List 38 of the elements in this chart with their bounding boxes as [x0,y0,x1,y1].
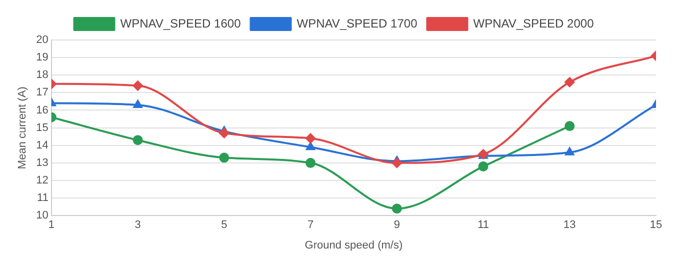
legend-label: WPNAV_SPEED 1700 [296,16,418,30]
y-tick-label: 10 [36,210,48,222]
legend-label: WPNAV_SPEED 2000 [473,16,594,30]
point [132,80,143,91]
point [306,142,315,150]
y-tick-label: 13 [36,156,48,169]
point [564,121,575,132]
x-axis-title: Ground speed (m/s) [304,239,403,252]
y-tick-label: 17 [36,86,48,99]
point [564,77,575,88]
y-tick-label: 16 [36,104,48,116]
point [133,100,142,108]
y-tick-label: 12 [36,174,48,187]
x-tick-label: 9 [394,219,400,232]
y-tick-label: 20 [36,34,48,46]
y-tick-label: 18 [36,69,48,82]
point [478,161,488,172]
y-tick-label: 15 [36,122,48,134]
y-axis-title: Mean current (A) [16,86,29,170]
point [132,135,143,146]
y-tick-label: 14 [36,139,48,152]
x-tick-label: 15 [650,219,662,232]
point [392,158,402,168]
y-tick-label: 19 [36,52,48,64]
point [219,128,230,138]
x-tick-label: 13 [564,219,576,232]
point [306,158,316,168]
x-tick-label: 1 [48,219,54,232]
point [565,147,574,156]
x-tick-label: 11 [478,219,489,232]
point [219,152,230,163]
y-tick-label: 11 [37,192,48,204]
x-tick-label: 3 [134,219,141,232]
legend-label: WPNAV_SPEED 1600 [120,16,242,30]
x-tick-label: 7 [307,219,314,232]
x-tick-label: 5 [221,219,228,232]
point [392,204,402,214]
point [306,133,316,144]
